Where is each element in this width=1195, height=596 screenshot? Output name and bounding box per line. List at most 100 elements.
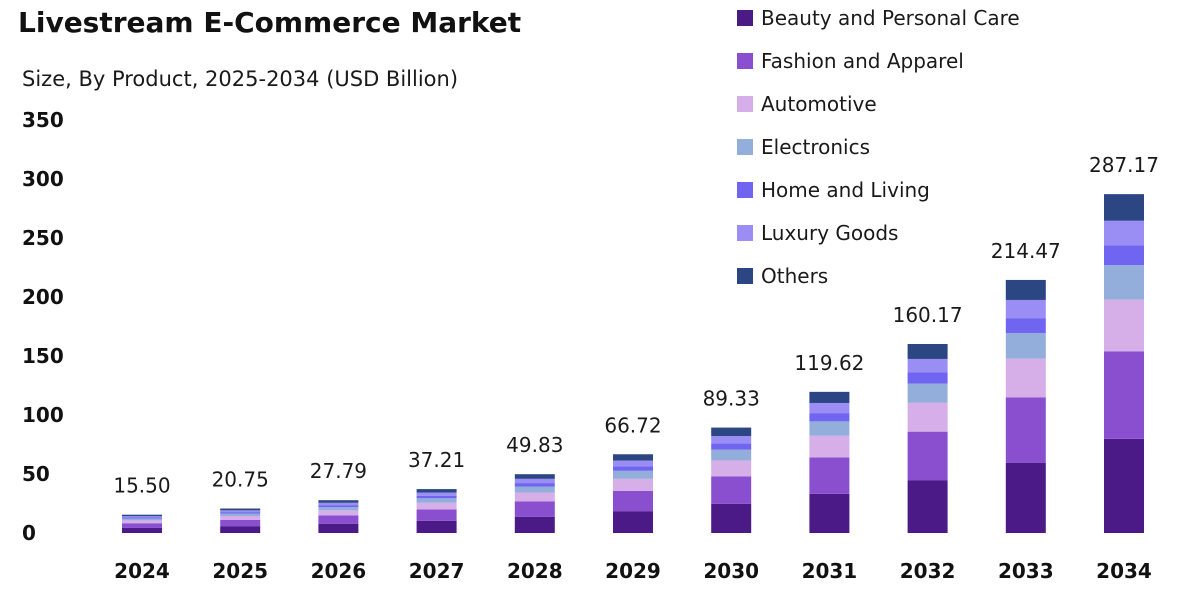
bar-segment-fashion-and-apparel (318, 515, 359, 524)
bar-total-label: 89.33 (703, 387, 760, 411)
bar-segment-fashion-and-apparel (907, 431, 948, 481)
y-tick-label: 250 (22, 226, 64, 250)
legend-swatch (737, 10, 753, 26)
bar-segment-beauty-and-personal-care (907, 480, 948, 533)
y-tick-label: 200 (22, 285, 64, 309)
x-tick-label: 2026 (311, 559, 367, 583)
bar-segment-electronics (711, 449, 752, 461)
bar-segment-fashion-and-apparel (514, 501, 555, 517)
x-tick-label: 2031 (802, 559, 858, 583)
bar-segment-others (809, 391, 850, 403)
bar-segment-electronics (514, 486, 555, 493)
bar-segment-beauty-and-personal-care (1005, 462, 1046, 533)
bar-segment-electronics (907, 383, 948, 403)
bar-segment-automotive (711, 460, 752, 477)
bar-segment-fashion-and-apparel (1104, 351, 1144, 439)
bar-segment-luxury-goods (809, 402, 850, 414)
bar-segment-home-and-living (318, 505, 359, 508)
bar-segment-fashion-and-apparel (122, 523, 162, 528)
y-tick-label: 150 (22, 344, 64, 368)
bar-segment-others (907, 344, 948, 359)
bar-segment-beauty-and-personal-care (1104, 438, 1144, 533)
bar-segment-beauty-and-personal-care (318, 523, 359, 533)
bar-segment-beauty-and-personal-care (711, 503, 752, 533)
bar-segment-luxury-goods (318, 502, 359, 506)
bar-segment-others (711, 427, 752, 436)
legend-swatch (737, 139, 753, 155)
bar-segment-home-and-living (416, 495, 457, 499)
bar-segment-luxury-goods (711, 436, 752, 444)
bar-segment-electronics (1005, 332, 1046, 359)
bar-segment-home-and-living (809, 413, 850, 422)
bar-segment-luxury-goods (1104, 220, 1144, 246)
legend-label: Electronics (761, 135, 870, 159)
bar-segment-fashion-and-apparel (613, 490, 653, 512)
bar-total-label: 214.47 (991, 239, 1061, 263)
x-tick-label: 2028 (507, 559, 563, 583)
x-tick-label: 2032 (900, 559, 956, 583)
y-tick-label: 100 (22, 403, 64, 427)
bar-total-label: 49.83 (506, 433, 563, 457)
bar-segment-automotive (613, 478, 653, 491)
bar-segment-home-and-living (220, 512, 261, 514)
bar-segment-automotive (907, 402, 948, 432)
bar-segment-beauty-and-personal-care (613, 511, 653, 533)
bar-segment-others (514, 474, 555, 479)
chart-subtitle: Size, By Product, 2025-2034 (USD Billion… (22, 67, 458, 91)
legend-swatch (737, 182, 753, 198)
bar-segment-beauty-and-personal-care (416, 520, 457, 533)
bar-segment-automotive (220, 516, 261, 520)
bar-segment-luxury-goods (1005, 299, 1046, 319)
bar-segment-electronics (122, 518, 162, 521)
bar-total-label: 66.72 (604, 413, 661, 437)
chart-title: Livestream E-Commerce Market (18, 6, 521, 39)
bar-segment-others (416, 489, 457, 493)
legend-swatch (737, 96, 753, 112)
bar-segment-electronics (809, 421, 850, 436)
bar-segment-electronics (416, 498, 457, 503)
x-tick-label: 2025 (212, 559, 268, 583)
legend: Beauty and Personal Care Fashion and Appa… (737, 6, 1020, 288)
bar-total-label: 37.21 (408, 448, 465, 472)
bar-segment-luxury-goods (613, 460, 653, 467)
bar-segment-home-and-living (122, 517, 162, 519)
x-axis: 2024 2025 2026 2027 2028 2029 2030 2031 2032 2033… (114, 559, 1152, 583)
x-tick-label: 2034 (1096, 559, 1152, 583)
legend-label: Others (761, 264, 828, 288)
bar-total-label: 160.17 (893, 303, 963, 327)
bar-segment-automotive (1104, 299, 1144, 352)
bar-segment-others (613, 454, 653, 461)
bar-segment-beauty-and-personal-care (514, 516, 555, 533)
x-tick-label: 2033 (998, 559, 1054, 583)
x-tick-label: 2029 (605, 559, 661, 583)
bar-segment-luxury-goods (907, 358, 948, 373)
x-tick-label: 2024 (114, 559, 170, 583)
bar-segment-fashion-and-apparel (1005, 397, 1046, 463)
bar-segment-fashion-and-apparel (809, 457, 850, 494)
bar-segment-home-and-living (1005, 318, 1046, 333)
bar-segment-electronics (1104, 265, 1144, 300)
bar-segment-automotive (809, 435, 850, 458)
legend-label: Luxury Goods (761, 221, 898, 245)
legend-label: Home and Living (761, 178, 930, 202)
legend-swatch (737, 225, 753, 241)
bar-segment-beauty-and-personal-care (122, 527, 162, 533)
bar-segment-luxury-goods (220, 510, 261, 513)
bar-segment-automotive (318, 510, 359, 516)
bar-segment-electronics (613, 470, 653, 479)
bar-segment-others (1005, 279, 1046, 300)
bar-segment-beauty-and-personal-care (220, 526, 261, 533)
bar-segment-home-and-living (613, 466, 653, 471)
legend-label: Automotive (761, 92, 877, 116)
bar-segment-automotive (1005, 358, 1046, 398)
bar-segment-fashion-and-apparel (416, 509, 457, 521)
legend-label: Fashion and Apparel (761, 49, 964, 73)
x-tick-label: 2030 (703, 559, 759, 583)
bar-segment-home-and-living (514, 483, 555, 487)
bar-segment-home-and-living (907, 372, 948, 384)
bar-segment-luxury-goods (514, 478, 555, 484)
bar-segment-others (318, 500, 359, 503)
bar-total-label: 27.79 (310, 459, 367, 483)
bar-total-label: 119.62 (794, 351, 864, 375)
